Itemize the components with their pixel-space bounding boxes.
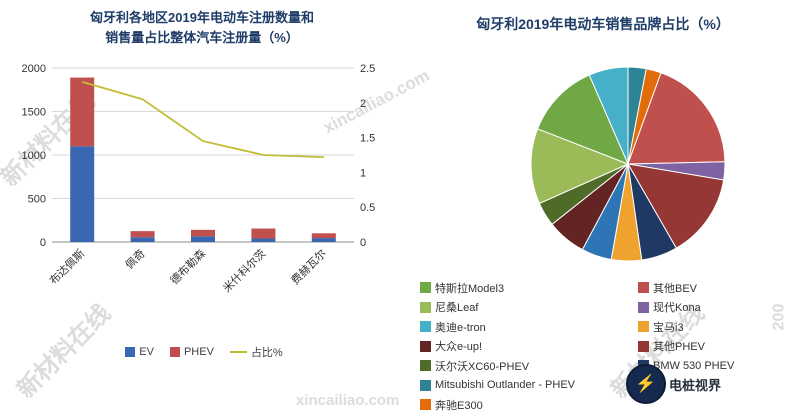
pie-slice <box>588 66 629 165</box>
bar-phev <box>130 231 155 238</box>
legend-label: 特斯拉Model3 <box>435 282 505 295</box>
bar-ev <box>311 238 336 242</box>
legend-label: 其他PHEV <box>653 341 705 354</box>
combo-chart: 0 500 1000 1500 2000 0 0.5 1 1.5 2 2.5 布达佩斯 佩奇 德布勒森 米什… <box>22 63 376 295</box>
bar-ev <box>191 236 215 242</box>
legend-label: PHEV <box>183 346 214 358</box>
svg-text:佩奇: 佩奇 <box>122 246 147 271</box>
pie-slice <box>530 128 630 205</box>
pie-chart-title: 匈牙利2019年电动车销售品牌占比（%） <box>476 16 730 32</box>
legend-square-marker <box>420 399 431 411</box>
svg-text:米什科尔茨: 米什科尔茨 <box>220 246 269 295</box>
legend-label: 现代Kona <box>653 302 701 315</box>
svg-text:2.5: 2.5 <box>360 63 375 75</box>
legend-label: 占比% <box>250 347 283 359</box>
watermark-text: xincailiao.com <box>296 392 400 409</box>
bar-phev <box>70 77 95 147</box>
pie-legend-item: 其他BEV <box>638 278 798 298</box>
legend-square-marker <box>169 347 180 357</box>
svg-text:0: 0 <box>40 237 46 249</box>
bar-ev <box>70 146 95 242</box>
legend-square-marker <box>638 301 649 313</box>
pie-legend-item: 沃尔沃XC60-PHEV <box>420 356 635 376</box>
ratio-line <box>81 81 324 158</box>
bar-phev <box>311 233 336 239</box>
bar-phev <box>191 229 215 237</box>
pie-slice <box>536 74 629 165</box>
combo-chart-legend: EV PHEV 占比% <box>0 344 408 360</box>
legend-square-marker <box>638 282 649 294</box>
combo-legend-item: PHEV <box>169 346 214 358</box>
legend-square-marker <box>638 321 649 333</box>
pie-legend-item: 其他PHEV <box>638 337 798 357</box>
legend-label: BMW 530 PHEV <box>653 359 735 372</box>
pie-chart <box>530 66 726 262</box>
legend-label: 其他BEV <box>653 282 698 295</box>
legend-square-marker <box>420 340 431 352</box>
legend-label: 大众e-up! <box>435 341 483 354</box>
svg-text:0.5: 0.5 <box>360 202 375 214</box>
brand-logo: ⚡ 电桩视界 <box>626 364 721 404</box>
svg-text:2: 2 <box>360 98 366 110</box>
svg-text:布达佩斯: 布达佩斯 <box>46 246 87 287</box>
combo-legend-item: EV <box>125 346 154 358</box>
legend-label: Mitsubishi Outlander - PHEV <box>435 379 575 392</box>
pie-legend-item: 特斯拉Model3 <box>420 278 635 298</box>
svg-text:2000: 2000 <box>22 63 46 75</box>
legend-label: 宝马i3 <box>653 321 684 334</box>
legend-label: EV <box>139 346 154 358</box>
legend-label: 奥迪e-tron <box>435 321 486 334</box>
pie-legend-item: 现代Kona <box>638 298 798 318</box>
bar-ev <box>130 237 155 242</box>
legend-label: 奔驰E300 <box>435 399 483 412</box>
bar-ev <box>251 238 276 242</box>
logo-text: 电桩视界 <box>669 377 722 393</box>
pie-legend-item: Mitsubishi Outlander - PHEV <box>420 376 635 396</box>
pie-legend-item: 大众e-up! <box>420 337 635 357</box>
legend-label: 尼桑Leaf <box>435 302 479 315</box>
combo-legend-item: 占比% <box>229 344 283 360</box>
legend-label: 沃尔沃XC60-PHEV <box>435 360 530 373</box>
combo-chart-title-line1: 匈牙利各地区2019年电动车注册数量和 <box>90 10 314 25</box>
pie-legend-item: 奥迪e-tron <box>420 317 635 337</box>
legend-square-marker <box>420 379 431 391</box>
svg-text:1: 1 <box>360 167 366 179</box>
legend-square-marker <box>420 282 431 294</box>
svg-text:费赫瓦尔: 费赫瓦尔 <box>289 247 329 287</box>
combo-chart-title-line2: 销售量占比整体汽车注册量（%） <box>105 29 299 45</box>
pie-legend-item: 宝马i3 <box>638 317 798 337</box>
legend-square-marker <box>638 340 649 352</box>
bar-phev <box>251 228 276 239</box>
svg-text:1000: 1000 <box>22 150 46 162</box>
legend-square-marker <box>420 301 431 313</box>
svg-text:500: 500 <box>28 194 46 206</box>
pie-legend-column-2: 其他BEV 现代Kona 宝马i3 其他PHEV BMW 530 PHEV <box>638 278 798 395</box>
svg-text:1.5: 1.5 <box>360 133 375 145</box>
svg-text:1500: 1500 <box>22 107 46 119</box>
svg-text:0: 0 <box>360 237 366 249</box>
pie-slice <box>627 72 726 165</box>
legend-square-marker <box>125 347 136 357</box>
legend-square-marker <box>420 360 431 372</box>
logo-icon: ⚡ <box>626 364 666 404</box>
svg-text:德布勒森: 德布勒森 <box>167 246 208 287</box>
pie-slice <box>627 163 725 249</box>
legend-square-marker <box>420 321 431 333</box>
combo-chart-title: 匈牙利各地区2019年电动车注册数量和 销售量占比整体汽车注册量（%） <box>12 8 392 47</box>
pie-legend-item: 奔驰E300 <box>420 395 635 415</box>
legend-line-marker <box>229 351 247 353</box>
pie-legend-column-1: 特斯拉Model3 尼桑Leaf 奥迪e-tron 大众e-up! 沃尔沃XC60-PH… <box>420 278 635 415</box>
pie-legend-item: 尼桑Leaf <box>420 298 635 318</box>
